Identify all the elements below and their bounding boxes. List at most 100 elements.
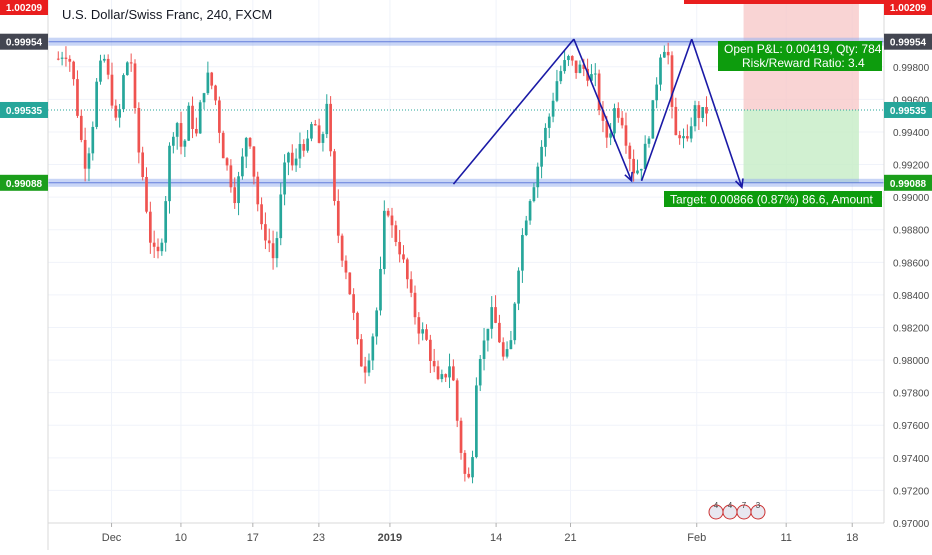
- candle-body: [386, 210, 390, 216]
- left-price-tag-label: 0.99088: [6, 179, 43, 190]
- candle-body: [655, 84, 658, 101]
- candle-body: [528, 201, 532, 221]
- stop-label-strip: [684, 0, 884, 4]
- candle-body: [145, 176, 148, 212]
- price-tag-resistance: [884, 33, 932, 50]
- candle-body: [256, 176, 260, 205]
- candle-body: [152, 242, 156, 247]
- y-tick-label: 0.99800: [893, 63, 930, 74]
- y-tick-label: 0.98800: [893, 226, 930, 237]
- candle-body: [195, 128, 198, 134]
- candle-body: [636, 170, 639, 174]
- candle-body: [590, 74, 593, 81]
- position-info-bg: [718, 41, 882, 71]
- candle-body: [486, 328, 490, 341]
- candle-body: [198, 102, 202, 134]
- candle-body: [452, 366, 455, 381]
- candle-body: [463, 452, 467, 474]
- candle-body: [225, 158, 229, 166]
- position-info-line2: Risk/Reward Ratio: 3.4: [742, 56, 865, 70]
- candle-body: [122, 75, 125, 110]
- legend-badge-label: 3: [756, 501, 761, 510]
- x-tick-label: 14: [490, 532, 502, 544]
- candle-body: [137, 107, 141, 153]
- candle-body: [317, 125, 321, 143]
- candle-body: [129, 62, 133, 64]
- candle-body: [609, 133, 612, 138]
- candle-body: [340, 235, 344, 261]
- pattern-arrowhead: [735, 178, 744, 190]
- legend-badge-label: 7: [742, 501, 747, 510]
- candle-body: [582, 64, 586, 69]
- candle-body: [597, 73, 601, 111]
- candle-body: [375, 310, 378, 337]
- candle-body: [498, 322, 501, 343]
- candle-body: [505, 349, 509, 357]
- candle-body: [662, 51, 666, 58]
- candle-body: [367, 360, 371, 373]
- candle-body: [421, 329, 425, 334]
- candle-body: [444, 374, 448, 378]
- y-tick-label: 0.98600: [893, 258, 930, 269]
- x-tick-label: 2019: [378, 532, 402, 544]
- y-tick-label: 0.99600: [893, 95, 930, 106]
- candle-body: [271, 243, 275, 259]
- legend-badge-label: 4: [714, 501, 719, 510]
- pattern-line: [690, 38, 743, 188]
- candle-body: [321, 134, 325, 143]
- x-tick-labels: Dec 10 17 23 2019 14 21 Feb 11 18: [102, 523, 858, 544]
- candle-body: [133, 63, 137, 108]
- candle-body: [478, 358, 482, 386]
- candle-body: [666, 51, 670, 56]
- candle-body: [643, 143, 647, 169]
- target-label-bg: [664, 191, 882, 207]
- candle-body: [521, 235, 524, 271]
- y-tick-label: 0.98000: [893, 356, 930, 367]
- candle-body: [432, 360, 436, 367]
- candle-body: [325, 103, 329, 135]
- candle-body: [475, 385, 478, 458]
- candle-body: [333, 151, 336, 201]
- candle-body: [187, 105, 191, 141]
- candle-body: [221, 132, 225, 159]
- y-tick-label: 0.98200: [893, 323, 930, 334]
- candle-body: [674, 106, 678, 136]
- candle-body: [697, 105, 701, 118]
- candle-body: [705, 107, 708, 114]
- candle-body: [179, 123, 183, 147]
- candle-body: [102, 58, 106, 61]
- candle-body: [64, 57, 68, 59]
- candle-body: [83, 139, 87, 169]
- candle-body: [118, 109, 121, 118]
- left-price-tag-target: [0, 174, 48, 191]
- candle-body: [628, 145, 632, 159]
- candle-body: [647, 138, 651, 144]
- candle-body: [306, 138, 309, 151]
- candle-body: [517, 270, 520, 304]
- candle-body: [336, 200, 340, 236]
- candle-body: [639, 168, 643, 171]
- y-tick-label: 0.97800: [893, 389, 930, 400]
- pattern-lines: [452, 38, 744, 190]
- candle-body: [252, 146, 256, 177]
- candle-body: [559, 71, 563, 82]
- candle-body: [359, 339, 363, 367]
- candle-body: [524, 220, 528, 236]
- candle-body: [624, 125, 628, 146]
- candle-body: [164, 201, 168, 243]
- candle-body: [264, 224, 267, 241]
- candle-body: [60, 57, 64, 59]
- candle-body: [210, 72, 214, 86]
- candle-body: [405, 259, 409, 280]
- candle-body: [206, 72, 210, 94]
- left-price-tag-label: 1.00209: [6, 3, 43, 14]
- candle-body: [417, 317, 421, 334]
- candle-body: [348, 272, 352, 295]
- candle-body: [616, 108, 620, 118]
- legend-badge-label: 4: [728, 501, 733, 510]
- candle-body: [356, 312, 359, 340]
- candles: [56, 42, 708, 484]
- price-tag-label: 1.00209: [890, 3, 927, 14]
- pattern-line: [573, 38, 633, 182]
